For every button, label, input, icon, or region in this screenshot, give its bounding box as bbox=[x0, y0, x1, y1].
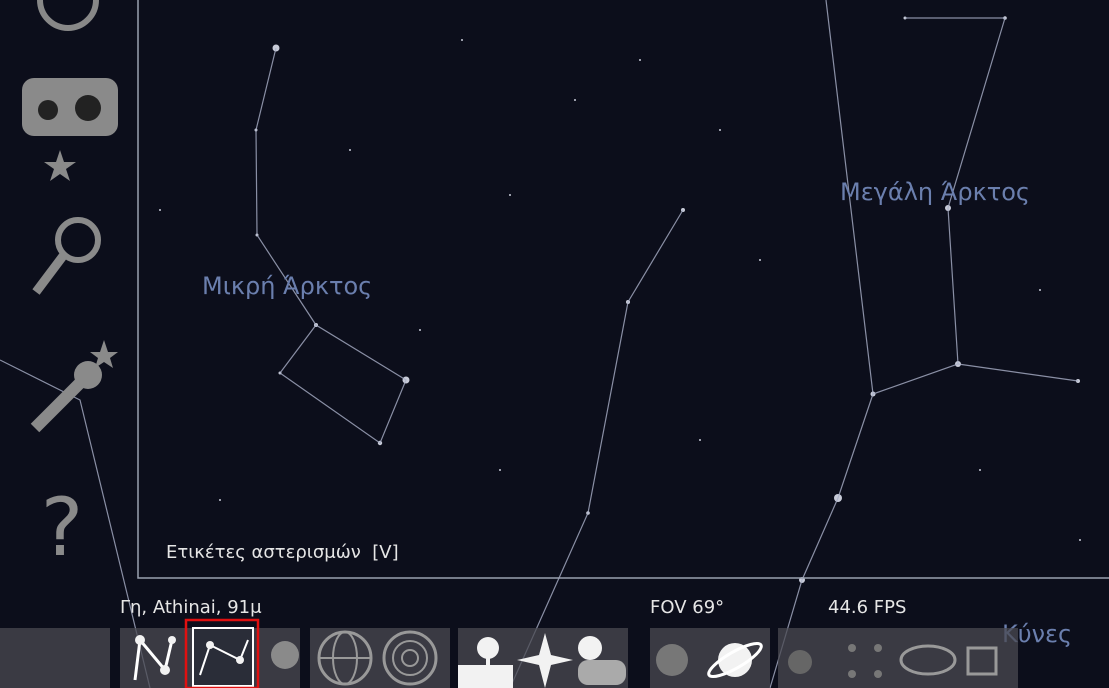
bottom-toolbar bbox=[0, 620, 1018, 688]
help-button[interactable]: ? bbox=[41, 481, 83, 574]
fps-status: 44.6 FPS bbox=[828, 597, 906, 618]
fov-status: FOV 69° bbox=[650, 597, 724, 618]
stellarium-view: Μικρή Άρκτος Μεγάλη Άρκτος Κύνες ? Ετικέ… bbox=[0, 0, 1109, 688]
sky bbox=[0, 0, 1109, 688]
constellation-art-button[interactable] bbox=[271, 641, 299, 669]
location-status: Γη, Athinai, 91μ bbox=[120, 597, 262, 618]
constellation-label: Μεγάλη Άρκτος bbox=[840, 178, 1030, 206]
constellation-labels-button[interactable] bbox=[193, 628, 253, 686]
nebulae-button[interactable] bbox=[656, 644, 688, 676]
equatorial-mount-button[interactable] bbox=[788, 650, 812, 674]
constellation-label: Μικρή Άρκτος bbox=[202, 272, 372, 300]
button-tooltip: Ετικέτες αστερισμών [V] bbox=[166, 542, 399, 563]
